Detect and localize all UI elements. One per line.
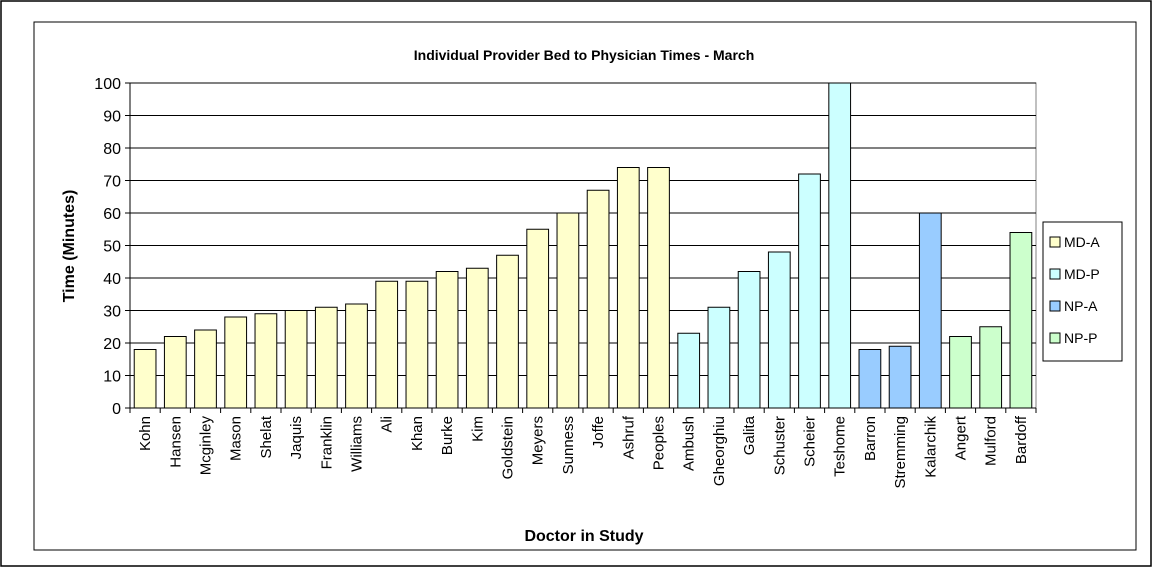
x-tick-label: Gheorghiu: [711, 416, 728, 486]
legend-swatch: [1049, 300, 1061, 312]
bar-kim[interactable]: [465, 267, 489, 409]
x-tick-label: Burke: [439, 416, 456, 455]
bar-sunness[interactable]: [556, 212, 580, 409]
x-tick-label: Angert: [953, 415, 970, 460]
chart-area-border: [33, 21, 1137, 551]
legend-label: NP-A: [1064, 298, 1098, 314]
bar-mcginley[interactable]: [194, 329, 217, 409]
x-tick-label: Joffe: [590, 416, 607, 448]
x-tick-label: Kim: [469, 416, 486, 442]
bar-meyers[interactable]: [526, 228, 550, 409]
x-tick-label: Scheier: [802, 416, 819, 467]
legend-label: MD-A: [1064, 234, 1100, 250]
legend-label: NP-P: [1064, 330, 1097, 346]
y-tick-label: 90: [103, 109, 121, 126]
legend-swatch: [1049, 268, 1061, 280]
x-tick-label: Ashruf: [620, 415, 637, 459]
bar-joffe[interactable]: [586, 189, 610, 409]
bar-bardoff[interactable]: [1009, 232, 1033, 409]
x-tick-label: Hansen: [167, 416, 184, 468]
bar-kalarchik[interactable]: [918, 212, 942, 409]
x-tick-label: Schuster: [771, 416, 788, 475]
x-tick-label: Sunness: [560, 416, 577, 474]
x-tick-label: Ali: [379, 416, 396, 433]
x-tick-label: Meyers: [530, 416, 547, 465]
x-tick-label: Jaquis: [288, 416, 305, 459]
bar-barron[interactable]: [858, 349, 882, 409]
bar-khan[interactable]: [405, 280, 429, 409]
x-tick-label: Mason: [228, 416, 245, 461]
x-axis-title: Doctor in Study: [524, 528, 643, 545]
legend: MD-A MD-P NP-A NP-P: [1042, 221, 1123, 362]
y-tick-label: 100: [94, 76, 121, 93]
y-tick-label: 30: [103, 304, 121, 321]
bar-ali[interactable]: [375, 280, 399, 409]
y-tick-label: 50: [103, 239, 121, 256]
x-tick-label: Peoples: [651, 416, 668, 470]
x-tick-label: Kohn: [137, 416, 154, 451]
gridlines: [130, 82, 1036, 376]
x-tick-label: Teshome: [832, 416, 849, 477]
bar-ambush[interactable]: [677, 332, 701, 409]
bar-jaquis[interactable]: [284, 310, 308, 409]
y-tick-label: 60: [103, 206, 121, 223]
x-tick-label: Galita: [741, 415, 758, 455]
x-tick-label: Ambush: [681, 416, 698, 471]
x-tick-label: Khan: [409, 416, 426, 451]
y-tick-label: 40: [103, 271, 121, 288]
bar-shelat[interactable]: [254, 313, 278, 409]
x-tick-label: Stremming: [892, 416, 909, 489]
bar-teshome[interactable]: [828, 82, 852, 409]
x-tick-label: Bardoff: [1013, 415, 1030, 464]
bar-kohn[interactable]: [133, 349, 157, 409]
y-axis-title: Time (Minutes): [61, 190, 78, 303]
x-tick-label: Kalarchik: [922, 416, 939, 478]
bar-galita[interactable]: [737, 271, 761, 409]
bar-gheorghiu[interactable]: [707, 306, 731, 409]
bar-ashruf[interactable]: [616, 167, 640, 409]
x-tick-label: Franklin: [318, 416, 335, 469]
bar-stremming[interactable]: [888, 345, 912, 409]
x-tick-label: Barron: [862, 416, 879, 461]
bar-burke[interactable]: [435, 271, 459, 409]
bar-franklin[interactable]: [314, 306, 338, 409]
bar-peoples[interactable]: [647, 167, 670, 409]
y-tick-label: 10: [103, 369, 121, 386]
legend-swatch: [1049, 332, 1061, 344]
x-tick-label: Goldstein: [500, 416, 517, 479]
bars: [133, 82, 1033, 409]
bar-mason[interactable]: [224, 316, 248, 409]
y-tick-label: 70: [103, 174, 121, 191]
x-tick-label: Williams: [349, 416, 366, 472]
y-tick-labels: 0 10 20 30 40 50 60 70 80 90 100: [94, 76, 130, 418]
bar-williams[interactable]: [345, 303, 368, 409]
x-tick-label: Shelat: [258, 415, 275, 458]
x-tick-labels: Kohn Hansen Mcginley Mason Shelat Jaquis Frank…: [129, 408, 1037, 489]
bar-scheier[interactable]: [798, 173, 821, 409]
legend-swatch: [1049, 236, 1061, 248]
bar-goldstein[interactable]: [496, 254, 519, 409]
plot-area: 0 10 20 30 40 50 60 70 80 90 100 Kohn Hansen Mcginle…: [94, 76, 1037, 489]
bar-mulford[interactable]: [979, 326, 1003, 409]
bar-angert[interactable]: [949, 336, 972, 409]
y-tick-label: 80: [103, 141, 121, 158]
x-tick-label: Mcginley: [198, 416, 215, 476]
bar-hansen[interactable]: [163, 336, 187, 409]
bar-schuster[interactable]: [767, 251, 791, 409]
x-tick-label: Mulford: [983, 416, 1000, 466]
y-tick-label: 20: [103, 336, 121, 353]
y-tick-label: 0: [112, 401, 121, 418]
legend-label: MD-P: [1064, 266, 1100, 282]
chart-title: Individual Provider Bed to Physician Tim…: [414, 47, 755, 63]
